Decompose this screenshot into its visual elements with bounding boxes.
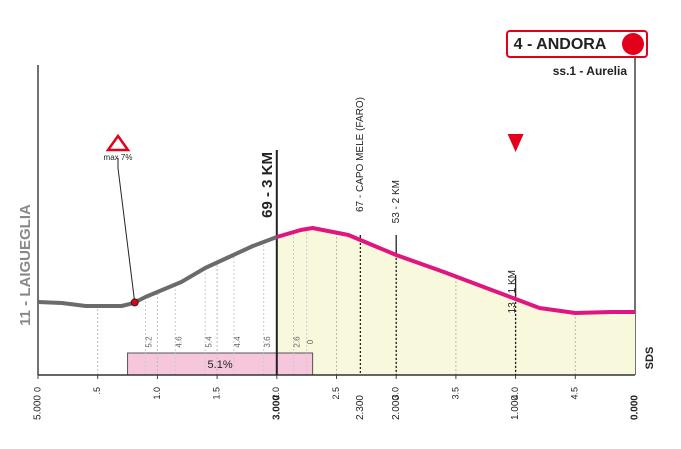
remaining-label: 3.000 — [271, 395, 282, 420]
logo: SDS — [644, 347, 656, 370]
gradient-label: 4.4 — [233, 336, 242, 348]
x-tick-label: 0 — [32, 387, 42, 392]
remaining-label: 2.300 — [355, 395, 366, 420]
start-label: 11 - LAIGUEGLIA — [17, 204, 34, 326]
profile-line — [37, 235, 278, 308]
max-gradient-line — [117, 158, 136, 303]
marker-label: 53 - 2 KM — [391, 180, 402, 223]
max-gradient-dot — [130, 298, 139, 307]
gradient-label: 5.4 — [204, 336, 213, 348]
gradient-label: 0 — [306, 339, 315, 344]
marker-label: 69 - 3 KM — [259, 152, 276, 218]
finish-label: 4 - ANDORA — [514, 36, 607, 53]
max-gradient-icon — [105, 133, 131, 152]
flamme-rouge — [507, 134, 524, 152]
x-tick-label: 2.0 — [271, 387, 281, 400]
gradient-label: 4.6 — [174, 336, 183, 348]
x-tick-label: 4.5 — [570, 387, 580, 400]
x-tick-label: 1.0 — [152, 387, 162, 400]
x-tick-label: 2.5 — [331, 387, 341, 400]
remaining-label: 2.000 — [391, 395, 402, 420]
x-tick-label: 1.5 — [211, 387, 221, 400]
finish-icon — [622, 33, 644, 55]
gradient-label: 2.6 — [293, 336, 302, 348]
finish-sublabel: ss.1 - Aurelia — [553, 64, 628, 78]
profile-line — [276, 226, 635, 315]
gradient-label: 3.6 — [263, 336, 272, 348]
gradient-label: 5.2 — [145, 336, 154, 348]
x-tick-label: .5 — [92, 387, 102, 395]
max-gradient-label: max 7% — [104, 153, 133, 162]
remaining-label: 1.000 — [510, 395, 521, 420]
marker-label: 67 - CAPO MELE (FARO) — [355, 97, 366, 212]
finish-box — [506, 30, 648, 58]
x-tick-label: 4.0 — [510, 387, 520, 400]
remaining-label: 0.000 — [630, 395, 641, 420]
remaining-label: 5.000 — [33, 395, 44, 420]
climb-label: 5.1% — [208, 359, 233, 371]
x-tick-label: 3.5 — [450, 387, 460, 400]
marker-label: 13 - 1 KM — [507, 270, 518, 313]
x-tick-label: 3.0 — [391, 387, 401, 400]
